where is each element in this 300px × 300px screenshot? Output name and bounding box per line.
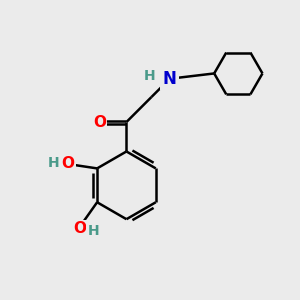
Text: H: H bbox=[88, 224, 99, 238]
Text: H: H bbox=[48, 156, 59, 170]
Text: O: O bbox=[93, 115, 106, 130]
Text: O: O bbox=[73, 221, 86, 236]
Text: N: N bbox=[163, 70, 177, 88]
Text: H: H bbox=[144, 69, 155, 83]
Text: O: O bbox=[61, 157, 74, 172]
